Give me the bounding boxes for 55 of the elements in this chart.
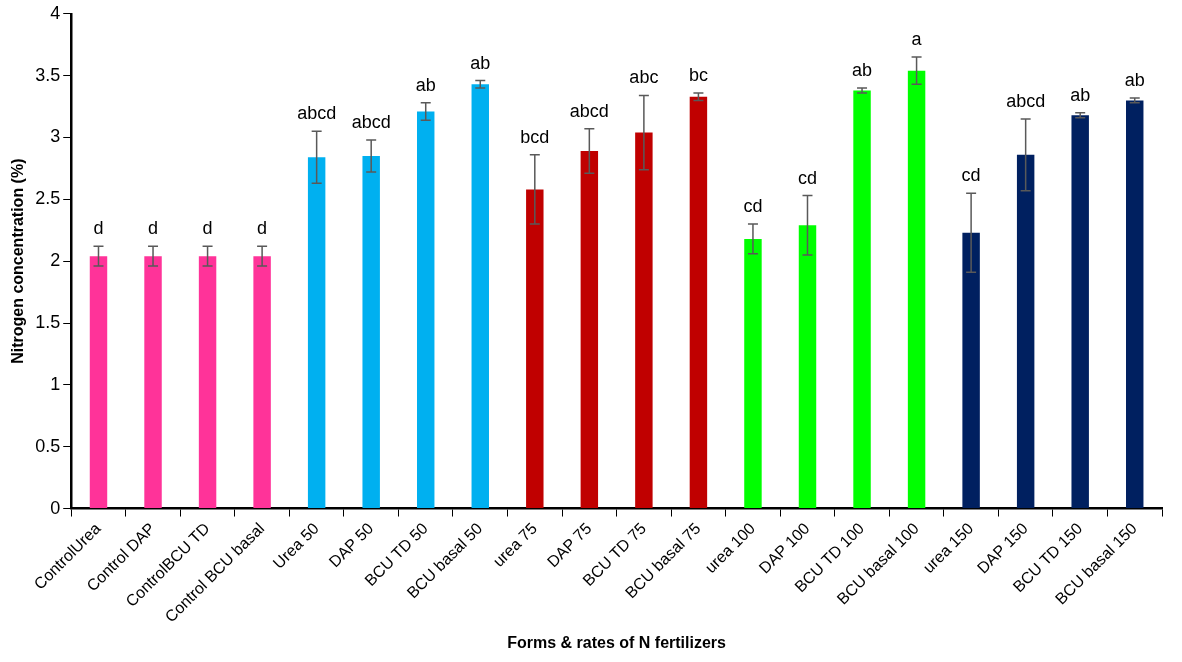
x-tick-label: Urea 50 [269, 519, 322, 572]
y-tick-label: 3.5 [35, 64, 61, 85]
bar [198, 256, 217, 509]
bar [1071, 115, 1089, 509]
bar [580, 151, 599, 509]
annotation: ab [1124, 69, 1145, 90]
annotation: ab [1070, 84, 1091, 105]
annotation: ab [415, 74, 436, 95]
y-tick-label: 3 [50, 126, 61, 147]
annotation: abcd [569, 100, 609, 121]
y-tick-label: 2.5 [35, 188, 61, 209]
annotation: bc [688, 64, 708, 85]
annotation: bcd [520, 126, 550, 147]
bar [798, 225, 817, 509]
bar [689, 96, 708, 509]
x-axis-title: Forms & rates of N fertilizers [507, 633, 727, 651]
y-tick-label: 0 [50, 497, 61, 518]
annotation: abcd [351, 111, 391, 132]
bar [144, 256, 162, 509]
bar [853, 90, 871, 509]
y-axis-title: Nitrogen concentration (%) [9, 158, 27, 364]
y-tick-label: 1 [50, 373, 61, 394]
bar [417, 111, 435, 509]
annotation: a [911, 29, 923, 50]
annotation: cd [743, 196, 763, 217]
bar [526, 189, 544, 509]
annotation: d [148, 218, 159, 239]
annotation: cd [797, 167, 818, 188]
bar [635, 132, 653, 509]
y-tick-label: 1.5 [35, 311, 61, 332]
bar [1126, 100, 1144, 509]
annotation: d [202, 218, 213, 239]
bar [744, 238, 762, 509]
bar [907, 70, 926, 509]
x-tick-label: urea 100 [701, 519, 759, 577]
annotation: cd [961, 165, 981, 186]
bar [253, 256, 271, 509]
y-tick-label: 4 [50, 2, 61, 23]
annotation: ab [852, 59, 873, 80]
bar [962, 232, 980, 509]
annotation: ab [470, 52, 491, 73]
bar [471, 84, 489, 509]
bar [1016, 154, 1035, 509]
x-tick-label: urea 150 [919, 519, 977, 577]
annotation: abcd [1006, 90, 1046, 111]
bar [362, 156, 380, 509]
bar [89, 256, 108, 509]
y-tick-label: 0.5 [35, 435, 61, 456]
y-tick-label: 2 [50, 250, 61, 271]
annotation: d [257, 218, 268, 239]
annotation: d [93, 218, 104, 239]
bar [307, 157, 326, 509]
x-tick-label: urea 75 [489, 519, 541, 570]
annotation: abc [629, 67, 659, 88]
annotation: abcd [297, 103, 337, 124]
